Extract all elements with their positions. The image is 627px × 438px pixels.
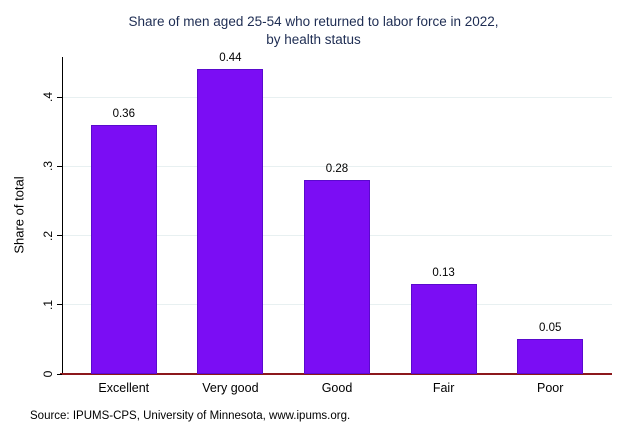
x-tick-label: Very good [202,381,259,395]
y-tick-mark [57,165,62,167]
x-tick-label: Excellent [98,381,150,395]
bar-excellent [90,125,157,374]
x-axis-baseline [60,373,612,375]
x-tick-label: Good [321,381,353,395]
y-tick-label: 0 [41,370,55,378]
x-tick-label: Fair [432,381,455,395]
y-tick-mark [57,96,62,98]
plot-area: 0 .1 .2 .3 .4 0.36 Excellent 0.44 Very good 0.28 G… [41,52,612,395]
y-tick-mark [57,235,62,237]
y-tick-mark [57,373,62,375]
chart-title-line-1: Share of men aged 25-54 who returned to … [128,14,499,29]
bar-good [304,180,370,374]
bar-poor [517,339,584,374]
bar-value-label: 0.28 [325,163,349,175]
bar-very-good [197,69,264,374]
bar-value-label: 0.36 [112,108,135,120]
bar-value-label: 0.05 [538,322,562,334]
y-axis-title: Share of total [11,176,27,254]
bar-value-label: 0.44 [219,52,242,64]
chart-title: Share of men aged 25-54 who returned to … [0,13,627,49]
chart-title-line-2: by health status [266,32,361,47]
y-tick-mark [57,304,62,306]
y-tick-label: .2 [41,230,55,241]
y-axis-line [62,57,63,374]
bar-value-label: 0.13 [432,267,455,279]
bar-fair [410,284,477,374]
gridline [63,165,612,167]
y-tick-label: .3 [41,161,55,172]
y-tick-label: .1 [41,299,55,310]
gridline [63,96,612,98]
y-tick-label: .4 [41,92,55,103]
source-note: Source: IPUMS-CPS, University of Minneso… [30,410,351,422]
x-tick-label: Poor [536,381,564,395]
